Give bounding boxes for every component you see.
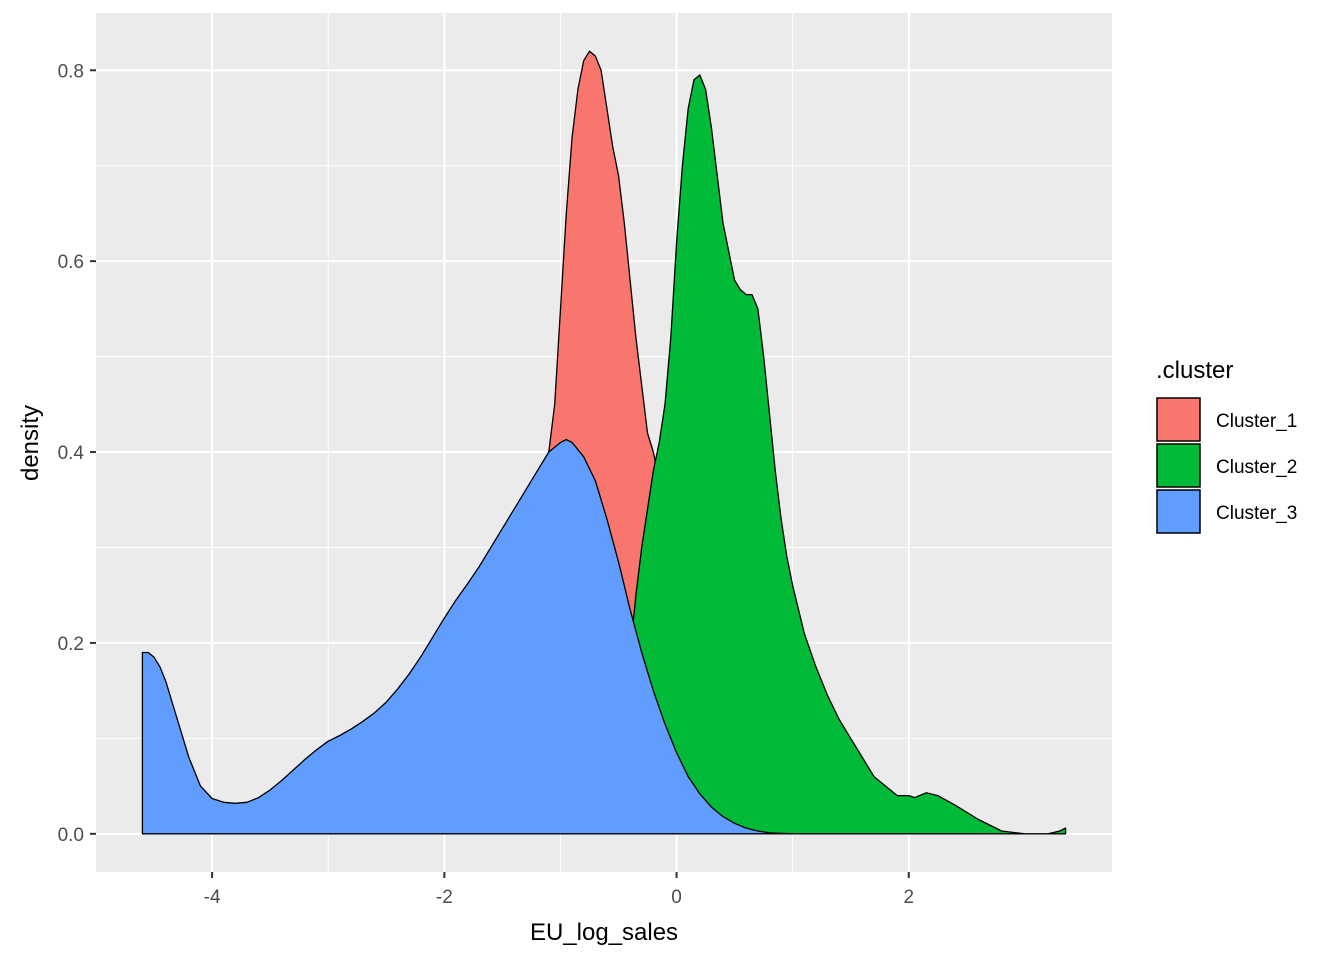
y-tick-label: 0.4: [58, 443, 85, 464]
x-tick-label: 2: [904, 887, 915, 908]
density-areas: [141, 50, 1067, 835]
legend-key-cluster-1: [1156, 397, 1201, 442]
density-area-cluster-2: [617, 74, 1067, 835]
legend-title: .cluster: [1156, 357, 1233, 384]
legend-key-cluster-3: [1156, 489, 1201, 534]
density-area-cluster-3: [141, 438, 794, 835]
legend: .cluster Cluster_1 Cluster_2 Cluster_3: [1156, 357, 1297, 534]
legend-label-cluster-1: Cluster_1: [1216, 411, 1297, 432]
x-tick-label: -2: [436, 887, 453, 908]
x-tick-label: 0: [671, 887, 682, 908]
legend-label-cluster-3: Cluster_3: [1216, 503, 1297, 524]
legend-label-cluster-2: Cluster_2: [1216, 457, 1297, 478]
legend-key-cluster-2: [1156, 443, 1201, 488]
y-tick-label: 0.8: [58, 61, 84, 82]
y-axis-title: density: [17, 405, 44, 481]
y-tick-label: 0.0: [58, 825, 84, 846]
y-axis: 0.0 0.2 0.4 0.6 0.8: [58, 61, 96, 846]
x-axis-title: EU_log_sales: [530, 919, 678, 946]
y-tick-label: 0.2: [58, 634, 84, 655]
y-tick-label: 0.6: [58, 252, 84, 273]
x-tick-label: -4: [204, 887, 221, 908]
x-axis: -4 -2 0 2: [204, 872, 914, 908]
